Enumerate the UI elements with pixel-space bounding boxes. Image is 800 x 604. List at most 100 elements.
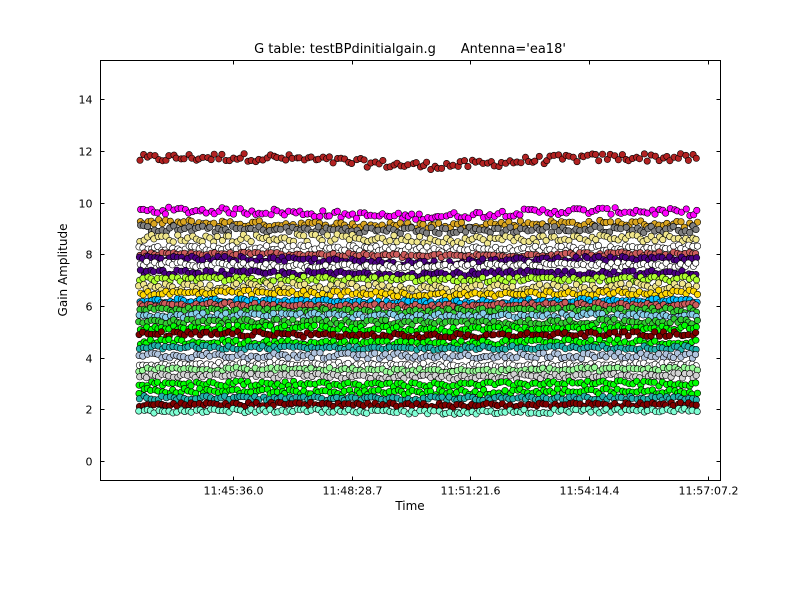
data-point bbox=[407, 224, 415, 232]
data-point bbox=[692, 379, 700, 387]
data-point bbox=[669, 223, 677, 231]
data-point bbox=[289, 242, 297, 250]
data-point bbox=[478, 274, 486, 282]
data-point bbox=[427, 224, 435, 232]
data-point bbox=[579, 206, 587, 214]
data-point bbox=[412, 215, 420, 223]
data-point bbox=[225, 321, 233, 329]
data-point bbox=[603, 205, 611, 213]
data-point bbox=[247, 238, 255, 246]
data-point bbox=[210, 150, 218, 158]
data-point bbox=[408, 210, 416, 218]
data-point bbox=[394, 209, 402, 217]
data-point bbox=[365, 281, 373, 289]
data-point bbox=[310, 321, 318, 329]
data-point bbox=[651, 152, 659, 160]
data-point bbox=[539, 206, 547, 214]
data-point bbox=[691, 350, 699, 358]
data-point bbox=[221, 253, 229, 261]
data-point bbox=[442, 225, 450, 233]
y-axis-label: Gain Amplitude bbox=[56, 224, 70, 317]
data-point bbox=[180, 155, 188, 163]
data-point bbox=[476, 209, 484, 217]
data-point bbox=[677, 218, 685, 226]
data-point bbox=[460, 157, 468, 165]
data-point bbox=[686, 228, 694, 236]
data-point bbox=[535, 152, 543, 160]
data-point bbox=[614, 156, 622, 164]
data-point bbox=[682, 205, 690, 213]
data-point bbox=[677, 208, 685, 216]
data-point bbox=[144, 223, 152, 231]
data-point bbox=[464, 163, 472, 171]
data-point bbox=[282, 156, 290, 164]
y-tick-label: 2 bbox=[86, 404, 93, 417]
data-point bbox=[572, 406, 580, 414]
data-point bbox=[300, 232, 308, 240]
data-point bbox=[692, 154, 700, 162]
data-point bbox=[692, 276, 700, 284]
y-tick-label: 10 bbox=[79, 198, 93, 211]
data-point bbox=[692, 329, 700, 337]
x-tick-label: 11:45:36.0 bbox=[204, 485, 264, 498]
data-point bbox=[412, 159, 420, 167]
data-point bbox=[684, 156, 692, 164]
data-point bbox=[224, 232, 232, 240]
data-point bbox=[310, 255, 318, 263]
data-point bbox=[692, 301, 700, 309]
data-point bbox=[407, 326, 415, 334]
data-point bbox=[360, 156, 368, 164]
data-point bbox=[617, 280, 625, 288]
data-point bbox=[494, 224, 502, 232]
data-point bbox=[498, 207, 506, 215]
data-point bbox=[349, 210, 357, 218]
data-point bbox=[218, 150, 226, 158]
data-point bbox=[236, 154, 244, 162]
data-point bbox=[422, 229, 430, 237]
data-point bbox=[516, 217, 524, 225]
data-point bbox=[611, 204, 619, 212]
x-tick-label: 11:48:28.7 bbox=[323, 485, 383, 498]
data-point bbox=[506, 223, 514, 231]
data-point bbox=[643, 209, 651, 217]
data-point bbox=[516, 211, 524, 219]
data-point bbox=[692, 323, 700, 331]
data-point bbox=[635, 155, 643, 163]
data-point bbox=[232, 279, 240, 287]
data-point bbox=[651, 210, 659, 218]
y-tick-label: 4 bbox=[86, 353, 93, 366]
data-point bbox=[542, 223, 550, 231]
data-point bbox=[517, 159, 525, 167]
data-point bbox=[240, 150, 248, 158]
data-point bbox=[622, 223, 630, 231]
y-tick-label: 12 bbox=[79, 146, 93, 159]
data-point bbox=[333, 207, 341, 215]
data-point bbox=[267, 211, 275, 219]
y-tick-label: 6 bbox=[86, 301, 93, 314]
data-point bbox=[568, 218, 576, 226]
data-point bbox=[143, 258, 151, 266]
data-point bbox=[607, 210, 615, 218]
data-point bbox=[378, 281, 386, 289]
data-point bbox=[423, 243, 431, 251]
data-point bbox=[692, 259, 700, 267]
data-point bbox=[693, 316, 701, 324]
data-point bbox=[404, 233, 412, 241]
data-point bbox=[479, 255, 487, 263]
data-point bbox=[598, 150, 606, 158]
data-point bbox=[542, 237, 550, 245]
data-point bbox=[625, 280, 633, 288]
data-point bbox=[662, 209, 670, 217]
data-point bbox=[161, 210, 169, 218]
data-point bbox=[419, 220, 427, 228]
data-point bbox=[277, 241, 285, 249]
data-point bbox=[393, 250, 401, 258]
data-point bbox=[262, 260, 270, 268]
data-point bbox=[595, 157, 603, 165]
data-point bbox=[416, 233, 424, 241]
data-point bbox=[531, 157, 539, 165]
data-point bbox=[371, 349, 379, 357]
data-point bbox=[693, 206, 701, 214]
